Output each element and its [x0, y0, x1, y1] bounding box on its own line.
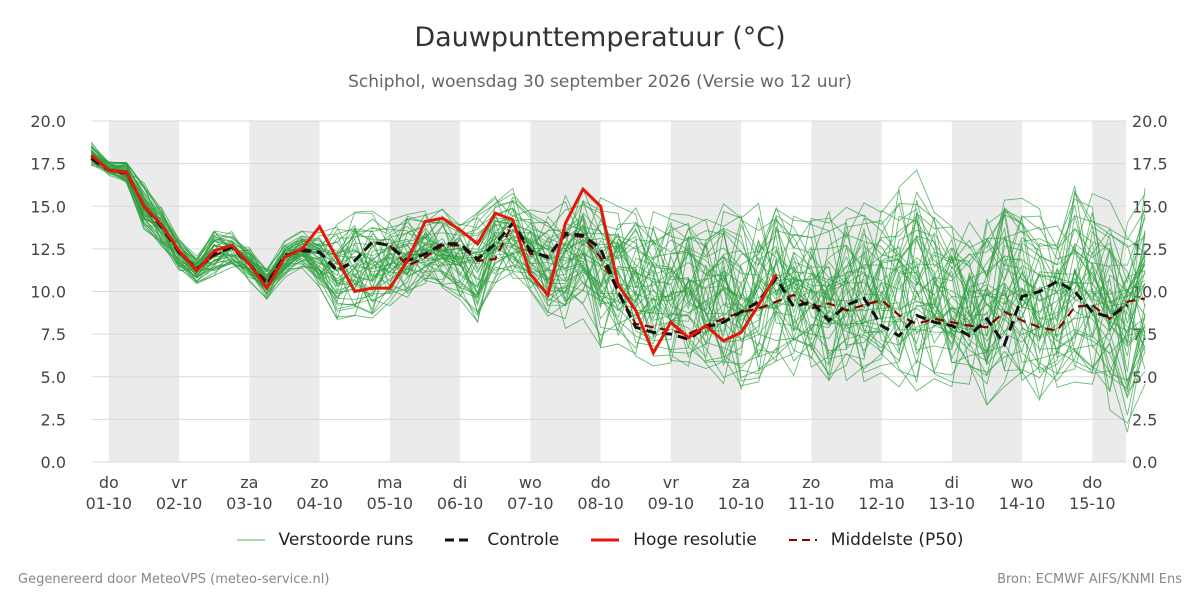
- x-tick-day: vr: [663, 473, 679, 492]
- legend-label-perturbed: Verstoorde runs: [278, 530, 414, 550]
- footer-source: Bron: ECMWF AIFS/KNMI Ens: [997, 572, 1182, 587]
- x-tick-day: zo: [802, 473, 820, 492]
- x-tick-date: 15-10: [1069, 494, 1116, 513]
- x-tick-date: 08-10: [577, 494, 624, 513]
- x-tick-day: di: [944, 473, 959, 492]
- legend-swatch-hires: [591, 538, 620, 542]
- x-tick-date: 11-10: [788, 494, 835, 513]
- perturbed-run-line: [90, 150, 1146, 307]
- series-median-line: [90, 155, 1146, 336]
- y-tick-label-left: 5.0: [41, 368, 66, 387]
- perturbed-run-line: [91, 165, 1146, 392]
- footer-generator: Gegenereerd door MeteoVPS (meteo-service…: [18, 572, 330, 587]
- y-tick-label-left: 12.5: [30, 240, 66, 259]
- legend-item-control: Controle: [445, 530, 559, 550]
- y-tick-label-left: 10.0: [30, 283, 66, 302]
- x-tick-day: vr: [171, 473, 187, 492]
- x-tick-date: 14-10: [999, 494, 1046, 513]
- perturbed-run-line: [91, 151, 1146, 343]
- series-control-line: [90, 157, 1129, 348]
- x-tick-day: wo: [519, 473, 542, 492]
- x-tick-day: zo: [310, 473, 328, 492]
- x-tick-day: wo: [1011, 473, 1034, 492]
- perturbed-run-line: [90, 146, 1146, 331]
- x-tick-date: 10-10: [718, 494, 765, 513]
- perturbed-run-line: [91, 161, 1146, 416]
- x-tick-day: do: [99, 473, 119, 492]
- y-tick-label-right: 2.5: [1132, 410, 1157, 429]
- x-tick-date: 02-10: [156, 494, 203, 513]
- x-tick-date: 05-10: [367, 494, 414, 513]
- x-tick-date: 13-10: [929, 494, 976, 513]
- x-tick-date: 03-10: [226, 494, 273, 513]
- y-tick-label-right: 20.0: [1132, 112, 1168, 131]
- legend: Verstoorde runs Controle Hoge resolutie …: [0, 530, 1200, 550]
- legend-item-median: Middelste (P50): [788, 530, 964, 550]
- y-tick-label-left: 15.0: [30, 197, 66, 216]
- legend-label-median: Middelste (P50): [830, 530, 964, 550]
- y-tick-label-right: 17.5: [1132, 155, 1168, 174]
- legend-label-control: Controle: [487, 530, 560, 550]
- x-tick-day: do: [591, 473, 611, 492]
- perturbed-run-line: [91, 164, 1146, 393]
- x-tick-day: di: [453, 473, 468, 492]
- y-tick-label-right: 0.0: [1132, 453, 1157, 472]
- perturbed-run-line: [91, 151, 1146, 400]
- chart-title: Dauwpunttemperatuur (°C): [414, 22, 786, 53]
- y-tick-label-left: 17.5: [30, 155, 66, 174]
- perturbed-run-line: [90, 144, 1146, 318]
- legend-swatch-median: [788, 539, 817, 541]
- y-tick-label-left: 7.5: [41, 325, 66, 344]
- y-tick-label-left: 20.0: [30, 112, 66, 131]
- legend-item-perturbed: Verstoorde runs: [236, 530, 414, 550]
- x-tick-date: 04-10: [296, 494, 343, 513]
- legend-item-hires: Hoge resolutie: [591, 530, 757, 550]
- x-tick-date: 12-10: [858, 494, 905, 513]
- x-tick-date: 07-10: [507, 494, 554, 513]
- series-hires-line: [90, 153, 778, 357]
- legend-label-hires: Hoge resolutie: [633, 530, 757, 550]
- legend-swatch-perturbed: [236, 539, 265, 541]
- x-tick-day: ma: [377, 473, 402, 492]
- chart-subtitle: Schiphol, woensdag 30 september 2026 (Ve…: [348, 72, 852, 92]
- x-tick-day: za: [240, 473, 258, 492]
- perturbed-run-line: [91, 157, 1146, 373]
- x-tick-day: za: [732, 473, 750, 492]
- x-tick-date: 06-10: [437, 494, 484, 513]
- legend-swatch-control: [445, 538, 474, 542]
- x-tick-day: do: [1082, 473, 1102, 492]
- x-tick-day: ma: [869, 473, 894, 492]
- x-tick-date: 09-10: [648, 494, 695, 513]
- y-tick-label-left: 0.0: [41, 453, 66, 472]
- perturbed-run-line: [90, 141, 1146, 314]
- y-tick-label-right: 15.0: [1132, 197, 1168, 216]
- x-tick-date: 01-10: [86, 494, 133, 513]
- y-tick-label-left: 2.5: [41, 410, 66, 429]
